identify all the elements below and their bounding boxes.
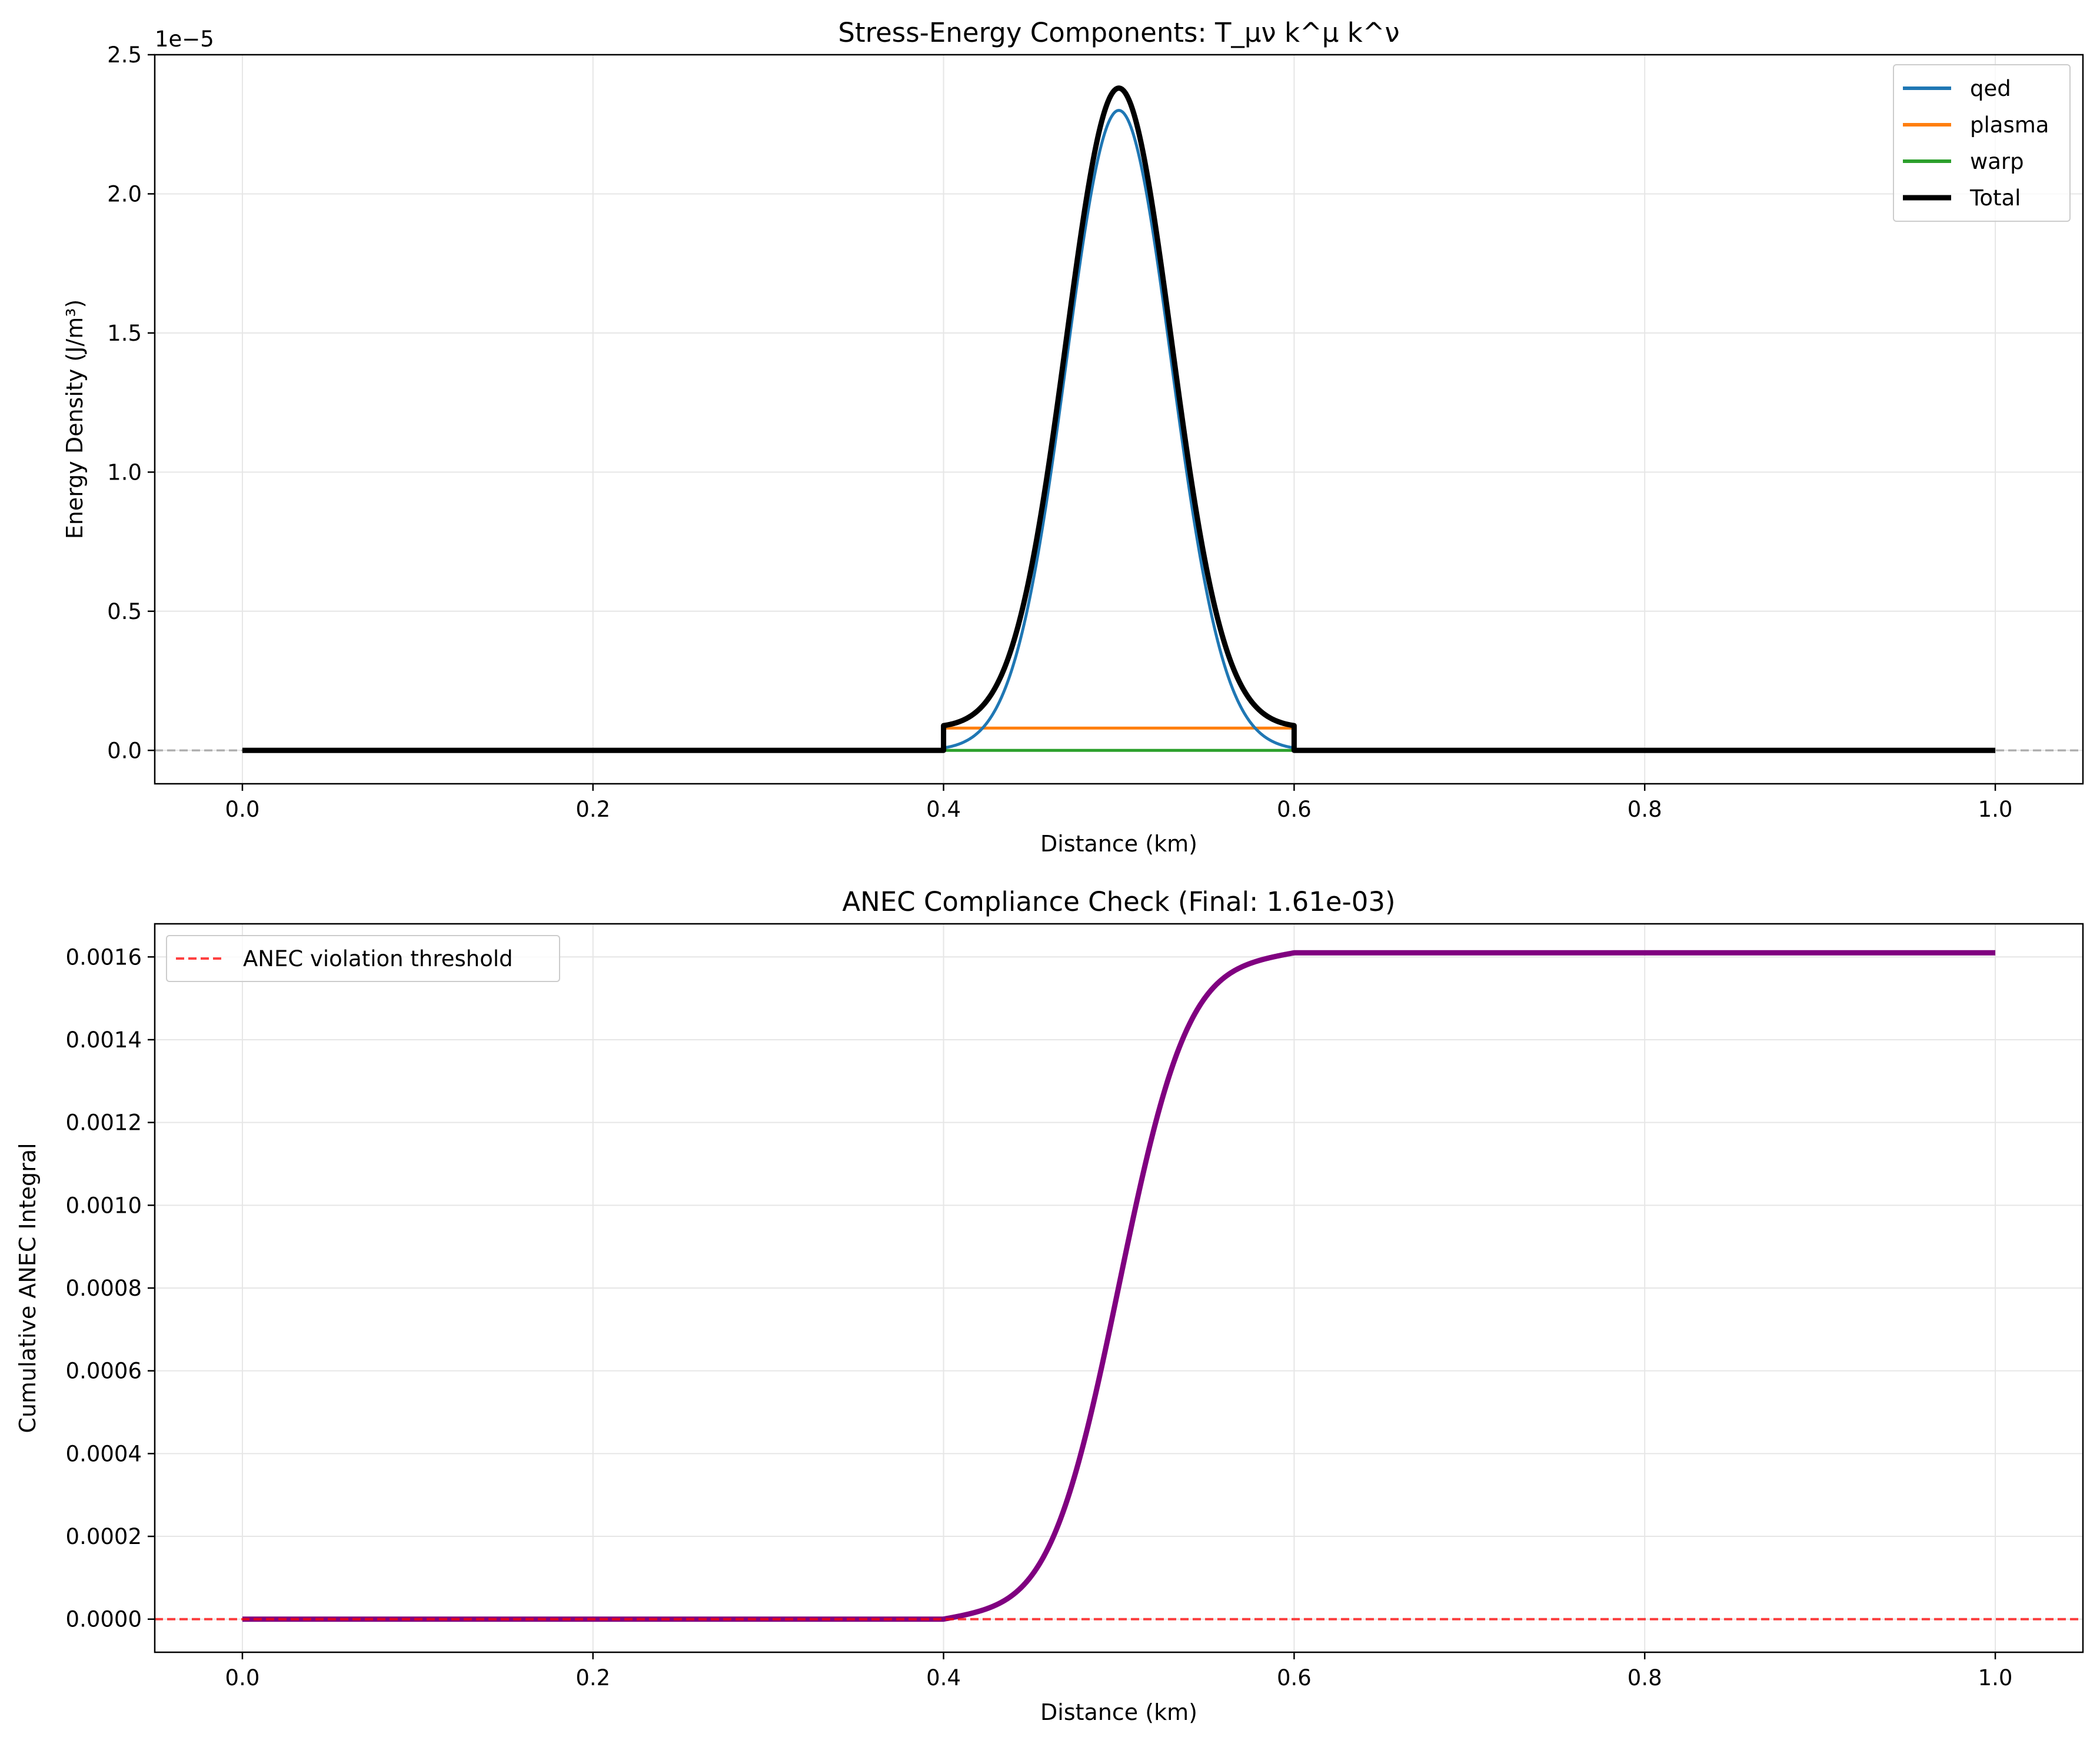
y-axis-offset-text: 1e−5 — [155, 26, 214, 52]
chart-title: ANEC Compliance Check (Final: 1.61e-03) — [842, 886, 1395, 917]
y-tick-label: 0.0 — [107, 738, 142, 763]
series-lines — [240, 85, 1998, 753]
legend: qed plasma warp Total — [1893, 64, 2071, 222]
x-tick-label: 0.4 — [926, 1665, 961, 1691]
y-tick-label: 0.0016 — [66, 944, 142, 970]
legend-label-total: Total — [1969, 185, 2021, 211]
legend-label-threshold: ANEC violation threshold — [243, 946, 513, 971]
y-tick-label: 1.5 — [107, 321, 142, 346]
axes-frame — [154, 54, 2084, 785]
y-tick-label: 1.0 — [107, 460, 142, 485]
stress-energy-panel: 0.0 0.2 0.4 0.6 0.8 1.0 0.0 0.5 1.0 1.5 2.0 2.5 St… — [62, 17, 2084, 857]
x-tick-label: 0.0 — [225, 797, 260, 822]
y-axis-label: Energy Density (J/m³) — [62, 300, 88, 540]
series-line-total — [240, 85, 1998, 753]
x-tick-label: 0.6 — [1277, 1665, 1312, 1691]
x-tick-label: 0.4 — [926, 797, 961, 822]
y-tick-label: 2.0 — [107, 181, 142, 207]
legend: ANEC violation threshold — [166, 935, 560, 982]
x-tick-label: 0.8 — [1628, 797, 1662, 822]
y-tick-label: 0.0012 — [66, 1110, 142, 1136]
legend-label-warp: warp — [1970, 149, 2024, 174]
x-axis-label: Distance (km) — [1040, 1699, 1197, 1725]
x-tick-label: 1.0 — [1978, 797, 2013, 822]
y-tick-label: 0.0002 — [66, 1524, 142, 1549]
anec-panel: 0.0 0.2 0.4 0.6 0.8 1.0 0.00000.00020.00040.0… — [15, 886, 2084, 1725]
series-lines — [240, 950, 1998, 1622]
y-tick-label: 0.5 — [107, 599, 142, 624]
y-tick-label: 0.0014 — [66, 1027, 142, 1053]
x-tick-label: 0.0 — [225, 1665, 260, 1691]
x-tick-label: 0.6 — [1277, 797, 1312, 822]
x-axis-ticks: 0.0 0.2 0.4 0.6 0.8 1.0 — [225, 784, 2013, 822]
legend-box — [166, 935, 560, 982]
x-tick-label: 1.0 — [1978, 1665, 2013, 1691]
y-tick-label: 0.0004 — [66, 1441, 142, 1466]
legend-box — [1893, 64, 2071, 222]
y-tick-label: 0.0010 — [66, 1193, 142, 1218]
y-axis-ticks: 0.0 0.5 1.0 1.5 2.0 2.5 — [107, 42, 155, 763]
x-axis-ticks: 0.0 0.2 0.4 0.6 0.8 1.0 — [225, 1652, 2013, 1691]
y-axis-ticks: 0.0000 0.0002 0.0004 0.0006 0.0008 0.0010 0.00… — [66, 944, 155, 1632]
x-axis-label: Distance (km) — [1040, 831, 1197, 857]
legend-label-plasma: plasma — [1970, 112, 2049, 138]
x-tick-label: 0.8 — [1628, 1665, 1662, 1691]
y-axis-label: Cumulative ANEC Integral — [15, 1143, 41, 1433]
series-line-cumulative-anec — [240, 950, 1998, 1622]
x-tick-label: 0.2 — [575, 797, 610, 822]
x-tick-label: 0.2 — [575, 1665, 610, 1691]
y-tick-label: 0.0006 — [66, 1359, 142, 1384]
y-tick-label: 0.0000 — [66, 1607, 142, 1632]
y-tick-label: 0.0008 — [66, 1276, 142, 1301]
y-tick-label: 2.5 — [107, 42, 142, 68]
grid — [155, 924, 2083, 1652]
chart-title: Stress-Energy Components: T_μν k^μ k^ν — [838, 17, 1399, 48]
legend-label-qed: qed — [1970, 76, 2011, 101]
